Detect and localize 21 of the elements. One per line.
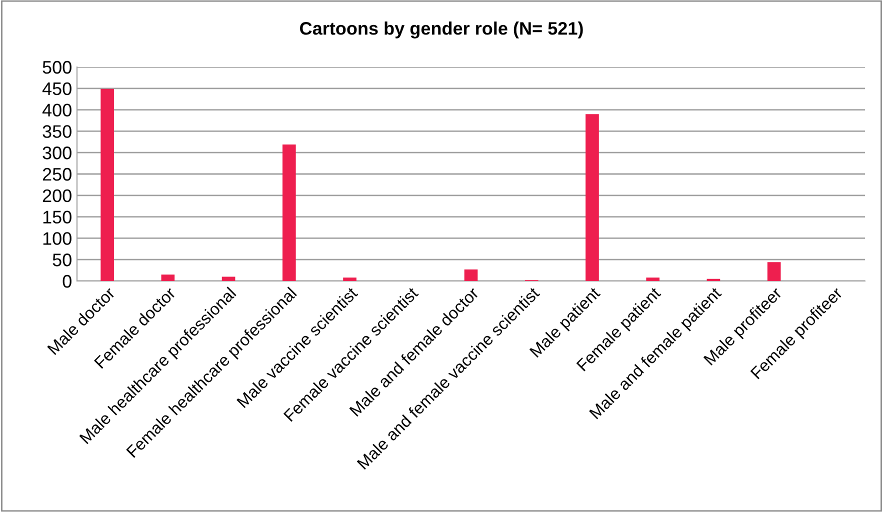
y-tick-label: 100 [43,232,72,245]
bar [464,269,478,281]
y-tick-label: 50 [52,254,72,266]
bar [646,278,660,281]
y-tick-label: 400 [42,104,72,117]
y-tick-label: 0 [62,274,72,288]
bar [767,262,781,281]
bar [282,144,296,281]
y-tick-label: 200 [42,189,72,202]
y-tick-label: 250 [42,168,72,181]
y-tick-label: 350 [42,125,72,138]
y-tick-label: 150 [43,210,72,224]
bar [586,114,599,281]
bar [100,88,114,281]
bar [343,278,356,281]
y-tick-label: 300 [42,146,72,160]
bar [222,276,236,281]
bar [161,274,175,281]
y-tick-label: 500 [42,60,72,74]
y-tick-label: 450 [42,82,72,96]
chart-title: Cartoons by gender role (N= 521) [300,22,583,38]
